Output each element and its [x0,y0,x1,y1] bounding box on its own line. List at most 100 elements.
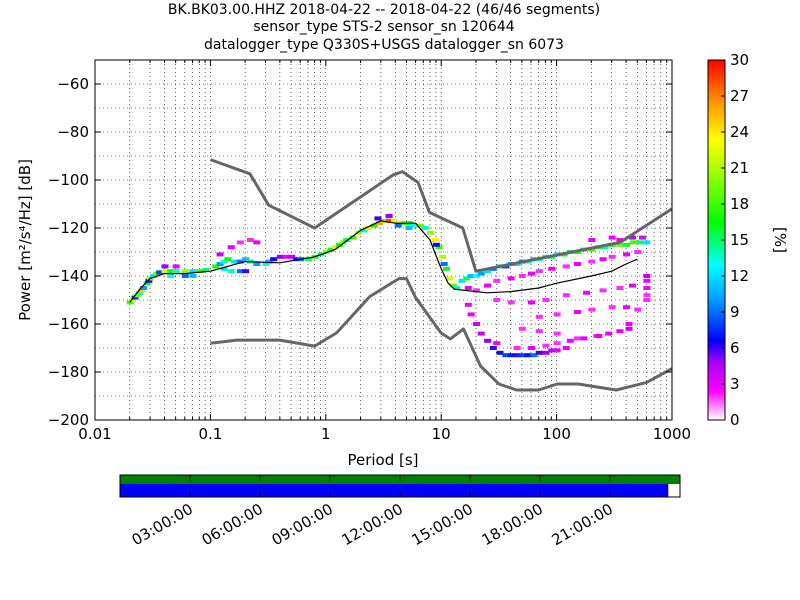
psd-cell [181,274,189,278]
y-tick-label: −200 [48,411,89,429]
psd-cell [566,338,574,343]
psd-cell [542,350,550,355]
psd-cell [643,293,651,298]
timeline-tick-label: 06:00:00 [199,500,266,549]
x-tick-label: 100 [542,425,571,443]
psd-cell [553,341,561,346]
psd-cell [133,293,141,298]
psd-cell [364,226,372,230]
x-tick-label: 1000 [653,425,691,443]
psd-cell [601,245,609,250]
psd-cell [359,228,367,233]
psd-cell [548,348,556,353]
chart-title-line-1: BK.BK03.00.HHZ 2018-04-22 -- 2018-04-22 … [167,2,601,18]
psd-cell [327,247,335,252]
psd-cell [172,264,180,269]
psd-cell [304,257,312,262]
psd-cell [343,238,351,242]
psd-cell [172,269,180,274]
psd-cell [535,350,543,355]
psd-cell [354,230,362,235]
psd-cell [477,271,485,276]
y-tick-label: −140 [48,267,89,285]
psd-cell [616,242,624,247]
psd-cell [553,312,561,317]
psd-cell [518,353,526,358]
noise-model-lines [129,158,672,392]
psd-cell [542,343,550,348]
psd-cell [527,300,535,305]
psd-cell [374,216,382,221]
psd-cell [477,331,485,336]
psd-cell [630,240,638,245]
psd-cell [167,274,175,278]
y-tick-label: −160 [48,315,89,333]
colorbar-tick-label: 27 [730,87,749,105]
psd-cell [484,338,492,343]
median-line [129,220,638,303]
psd-cell [489,346,497,350]
psd-cell [439,254,447,259]
psd-cell [427,230,435,235]
psd-cell [625,322,633,326]
psd-cell [270,257,278,262]
psd-cell [167,269,175,274]
psd-cell [513,346,521,350]
psd-cell [513,353,521,358]
psd-cell [507,353,515,358]
psd-cell [432,242,440,247]
psd-cell [542,298,550,302]
psd-cell [381,218,389,223]
colorbar-tick-label: 0 [730,411,740,429]
x-tick-label: 0.1 [198,425,222,443]
psd-cell [643,286,651,290]
y-axis-ticks: −200 −180 −160 −140 −120 −100 −80 −60 [48,75,672,429]
colorbar-tick-label: 18 [730,195,749,213]
psd-cell [161,264,169,269]
psd-cell [535,314,543,319]
colorbar-tick-label: 12 [730,267,749,285]
psd-cell [137,288,145,293]
timeline-tick-label: 15:00:00 [409,500,476,549]
psd-cell [421,226,429,230]
psd-cell [435,245,443,250]
psd-cell [588,238,596,242]
data-coverage-bar [120,484,669,497]
psd-cell [463,276,471,281]
colorbar-tick-label: 30 [730,51,749,69]
psd-cell [143,281,151,286]
psd-cell [634,307,642,312]
psd-cell [449,283,457,288]
psd-cell [464,286,472,290]
psd-cell [625,326,633,331]
psd-cell [518,274,526,278]
psd-cell [411,223,419,228]
psd-cell [216,252,224,257]
psd-cell [335,242,343,247]
x-tick-label: 10 [432,425,451,443]
psd-cell [472,288,480,293]
psd-cell [580,336,588,341]
psd-cell [446,276,454,281]
psd-cell [616,329,624,334]
psd-cell [535,269,543,274]
psd-cell [181,269,189,274]
psd-cell [623,305,631,310]
psd-cell [227,269,235,274]
x-tick-label: 0.01 [78,425,111,443]
psd-cell [595,334,603,338]
psd-cell [242,257,250,262]
psd-cell [196,269,204,274]
psd-cell [246,238,254,242]
psd-cell [643,274,651,278]
psd-cell [236,269,244,274]
timeline-tick-label: 18:00:00 [479,500,546,549]
psd-cell [236,240,244,245]
psd-cell [216,262,224,266]
psd-cell [643,298,651,302]
psd-cell [385,218,393,223]
psd-cell [562,264,570,269]
psd-cell [394,223,402,228]
psd-cell [253,240,261,245]
